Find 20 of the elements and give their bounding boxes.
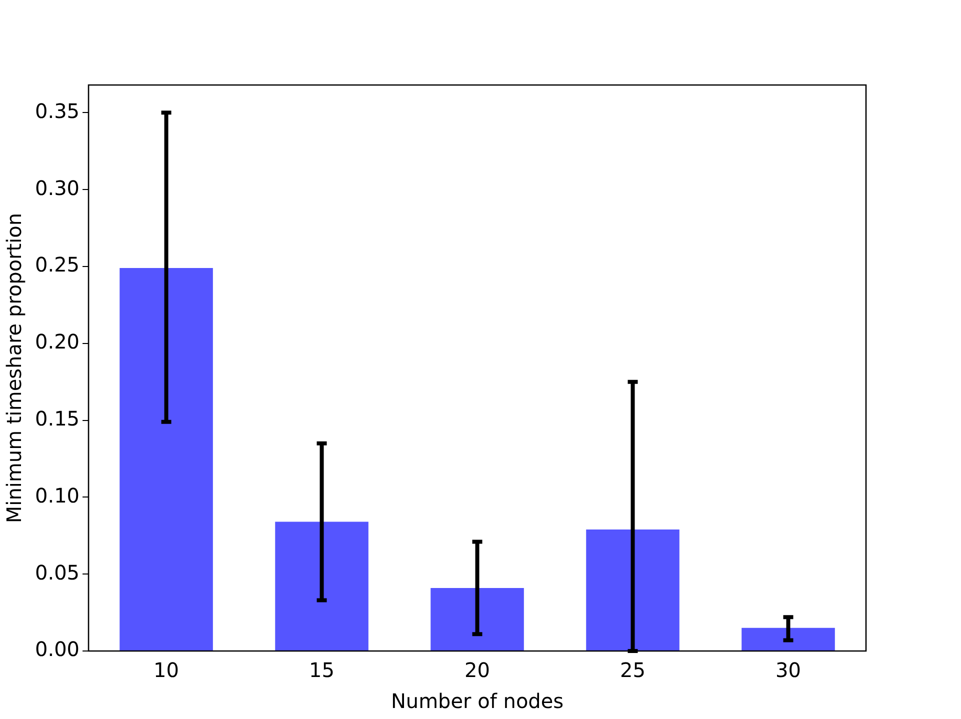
bar (430, 588, 524, 650)
y-tick-label: 0.00 (35, 637, 80, 662)
y-tick-label: 0.20 (35, 330, 80, 354)
bar (586, 529, 680, 650)
bar (742, 628, 835, 650)
y-axis-title: Minimum timeshare proportion (2, 212, 26, 524)
x-axis-title: Number of nodes (390, 689, 564, 714)
x-tick-label: 30 (776, 658, 801, 682)
bar (275, 522, 368, 650)
y-tick-label: 0.35 (35, 98, 80, 123)
bar (120, 268, 213, 650)
x-tick-label: 25 (620, 658, 646, 682)
y-tick-label: 0.25 (35, 252, 80, 277)
x-tick-label: 10 (154, 658, 180, 682)
x-tick-label: 20 (464, 658, 490, 682)
y-tick-label: 0.15 (35, 406, 80, 430)
y-tick-label: 0.10 (35, 483, 80, 508)
y-tick-label: 0.30 (35, 176, 80, 200)
y-tick-label: 0.05 (35, 560, 80, 584)
x-tick-label: 15 (309, 658, 334, 682)
